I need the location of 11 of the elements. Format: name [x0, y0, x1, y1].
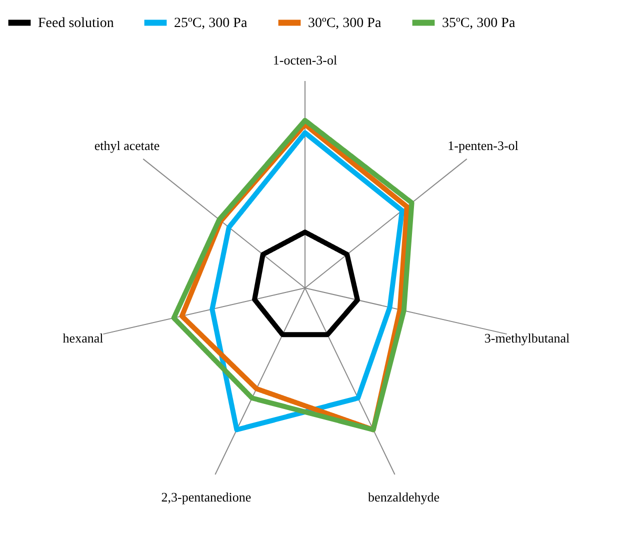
legend-label: 30ºC, 300 Pa	[308, 16, 382, 31]
spoke-label: 3-methylbutanal	[484, 330, 570, 346]
spoke-label: 2,3-pentanedione	[161, 489, 252, 504]
legend-label: 25ºC, 300 Pa	[174, 16, 248, 31]
spoke-label: 1-octen-3-ol	[272, 52, 338, 68]
spoke-label: ethyl acetate	[94, 138, 160, 154]
spoke-label: benzaldehyde	[368, 489, 440, 504]
legend-label: 35ºC, 300 Pa	[442, 16, 516, 31]
legend-label: Feed solution	[38, 16, 114, 31]
spoke-label: hexanal	[62, 330, 104, 346]
spoke-label: 1-penten-3-ol	[448, 138, 519, 154]
